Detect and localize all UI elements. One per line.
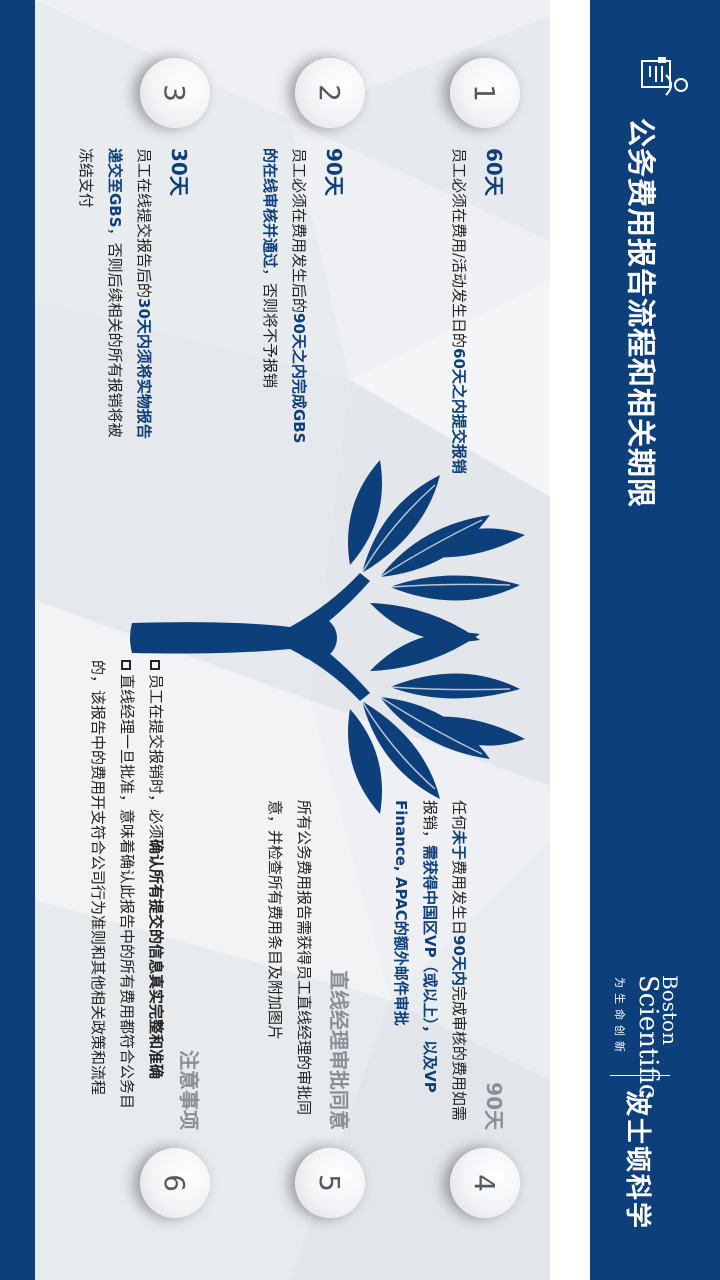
page-title: 公务费用报告流程和相关期限 xyxy=(624,118,658,509)
checkbox-bullet-icon xyxy=(121,660,131,670)
brand-divider xyxy=(610,1075,670,1076)
step-1-text-pre: 员工必须在费用/活动发生日的 xyxy=(450,148,468,349)
step-2-text-post: ，否则将不予报销 xyxy=(261,268,279,389)
step-3-block: 30天 员工在线提交报告后的30天内须将实物报告递交至GBS，否则后续相关的所有… xyxy=(71,148,195,448)
step-1-block: 60天 员工必须在费用/活动发生日的60天之内提交报销 xyxy=(444,148,510,478)
tree-graphic xyxy=(130,460,525,814)
step-number-4: 4 xyxy=(450,1148,520,1218)
step-6-bullet-list: 员工在提交报销时，必须确认所有提交的信息真实完整和准确 直线经理一旦批准，意味着… xyxy=(83,660,170,1130)
step-6-bullet-1-bold: 确认所有提交的信息真实完整和准确 xyxy=(147,839,165,1080)
step-number-1: 1 xyxy=(450,58,520,128)
step-4-text: 任何未于费用发生日90天内完成审核的费用如需报销，需获得中国区VP（或以上），以… xyxy=(386,800,473,1130)
bottom-band xyxy=(0,0,35,1280)
step-4-title: 90天 xyxy=(482,1082,506,1130)
brand-logo: Boston Scientific 为生命创新 波士顿科学 xyxy=(600,975,682,1275)
step-number-6: 6 xyxy=(140,1148,210,1218)
step-number-5: 5 xyxy=(295,1148,365,1218)
step-4-text-pre: 任何 xyxy=(450,800,468,831)
step-6-bullet-1-pre: 员工在提交报销时，必须 xyxy=(147,674,165,840)
brand-name-cn: 波士顿科学 xyxy=(622,1090,652,1231)
step-5-text: 所有公务费用报告需获得员工直线经理的审批同意，并检查所有费用条目及附加图片 xyxy=(266,800,313,1116)
step-2-text-pre: 员工必须在费用发生后的 xyxy=(290,148,308,314)
step-5-block: 直线经理审批同意 所有公务费用报告需获得员工直线经理的审批同意，并检查所有费用条… xyxy=(260,800,355,1130)
checkbox-bullet-icon xyxy=(150,660,160,670)
step-number-2: 2 xyxy=(295,58,365,128)
step-6-bullet-2-pre: 直线经理一旦批准，意味着确认此报告中的所有费用都符合公务目的，该报告中的费用开支… xyxy=(89,660,136,1110)
step-3-text: 员工在线提交报告后的30天内须将实物报告递交至GBS，否则后续相关的所有报销将被… xyxy=(71,148,158,448)
brand-name-en-line1: Boston xyxy=(658,975,682,1045)
step-6-bullet-2: 直线经理一旦批准，意味着确认此报告中的所有费用都符合公务目的，该报告中的费用开支… xyxy=(83,660,141,1130)
step-4-text-bold2: 90天内 xyxy=(450,935,468,986)
step-1-title: 60天 xyxy=(482,148,506,196)
step-number-3: 3 xyxy=(140,58,210,128)
step-2-title: 90天 xyxy=(322,148,346,196)
panel-top-edge xyxy=(550,0,590,1280)
brand-tagline: 为生命创新 xyxy=(613,977,626,1057)
step-6-bullet-1: 员工在提交报销时，必须确认所有提交的信息真实完整和准确 xyxy=(141,660,170,1130)
step-4-text-bold1: 未于 xyxy=(450,830,468,861)
step-4-text-mid1: 费用发生日 xyxy=(450,860,468,936)
employee-report-icon xyxy=(641,57,688,96)
step-6-title: 注意事项 xyxy=(177,1050,201,1130)
step-2-block: 90天 员工必须在费用发生后的90天之内完成GBS的在线审核并通过，否则将不予报… xyxy=(255,148,350,448)
brand-name-en-line2: Scientific xyxy=(633,975,663,1099)
step-3-text-pre: 员工在线提交报告后的 xyxy=(135,148,153,299)
step-6-block: 注意事项 员工在提交报销时，必须确认所有提交的信息真实完整和准确 直线经理一旦批… xyxy=(83,660,205,1130)
step-4-block: 90天 任何未于费用发生日90天内完成审核的费用如需报销，需获得中国区VP（或以… xyxy=(386,800,510,1130)
step-2-text: 员工必须在费用发生后的90天之内完成GBS的在线审核并通过，否则将不予报销 xyxy=(255,148,313,448)
step-5-title: 直线经理审批同意 xyxy=(327,970,351,1130)
step-3-title: 30天 xyxy=(167,148,191,196)
step-1-text: 员工必须在费用/活动发生日的60天之内提交报销 xyxy=(444,148,473,478)
